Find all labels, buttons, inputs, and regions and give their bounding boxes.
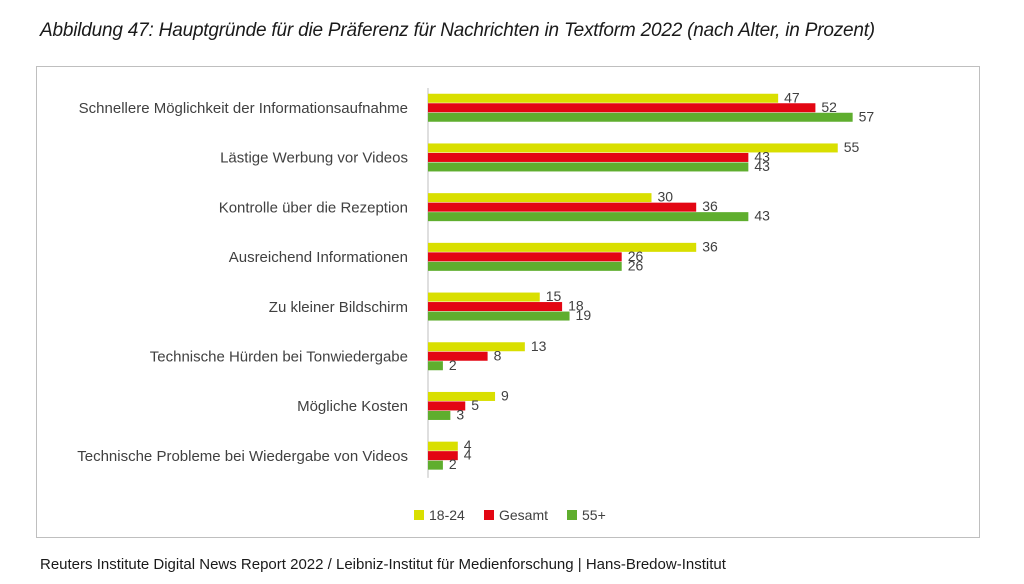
bar-gesamt (428, 401, 466, 411)
data-label: 47 (784, 89, 800, 105)
bar-gesamt (428, 202, 697, 212)
data-label: 15 (546, 288, 562, 304)
bar-gesamt (428, 302, 563, 312)
legend-label: 55+ (582, 507, 606, 523)
data-label: 43 (754, 158, 770, 174)
data-label: 4 (464, 447, 472, 463)
bar-gesamt (428, 103, 816, 113)
data-label: 43 (754, 208, 770, 224)
bar-55- (428, 361, 443, 371)
category-label: Technische Hürden bei Tonwiedergabe (150, 349, 408, 366)
data-label: 4 (464, 437, 472, 453)
bar-55- (428, 112, 853, 122)
bar-55- (428, 162, 749, 172)
category-label: Schnellere Möglichkeit der Informationsa… (79, 100, 408, 117)
data-label: 26 (628, 257, 644, 273)
data-label: 18 (568, 298, 584, 314)
bar-18-24 (428, 441, 458, 451)
data-label: 5 (471, 397, 479, 413)
data-label: 36 (702, 238, 718, 254)
category-label: Zu kleiner Bildschirm (269, 299, 408, 316)
legend-swatch-55- (567, 510, 577, 520)
data-label: 2 (449, 456, 457, 472)
bar-55- (428, 460, 443, 470)
category-label: Ausreichend Informationen (229, 249, 408, 266)
data-label: 19 (576, 307, 592, 323)
chart-title: Abbildung 47: Hauptgründe für die Präfer… (40, 20, 875, 41)
bar-gesamt (428, 351, 488, 361)
bar-gesamt (428, 451, 458, 461)
bar-18-24 (428, 391, 496, 401)
legend-label: Gesamt (499, 507, 548, 523)
data-label: 36 (702, 198, 718, 214)
category-label: Lästige Werbung vor Videos (220, 150, 408, 167)
bar-18-24 (428, 93, 779, 103)
category-label: Mögliche Kosten (297, 398, 408, 415)
data-label: 57 (859, 108, 875, 124)
chart-frame (36, 66, 980, 538)
bar-gesamt (428, 152, 749, 162)
source-note: Reuters Institute Digital News Report 20… (40, 556, 726, 573)
bar-18-24 (428, 242, 697, 252)
bar-18-24 (428, 193, 652, 203)
bar-18-24 (428, 143, 838, 153)
data-label: 55 (844, 139, 860, 155)
legend-swatch-gesamt (484, 510, 494, 520)
data-label: 2 (449, 357, 457, 373)
data-label: 3 (456, 406, 464, 422)
bar-55- (428, 410, 451, 420)
bar-gesamt (428, 252, 622, 262)
legend-swatch-18-24 (414, 510, 424, 520)
bar-55- (428, 212, 749, 222)
data-label: 30 (658, 189, 674, 205)
data-label: 43 (754, 148, 770, 164)
category-label: Kontrolle über die Rezeption (219, 199, 408, 216)
category-label: Technische Probleme bei Wiedergabe von V… (77, 448, 408, 465)
data-label: 9 (501, 387, 509, 403)
bar-18-24 (428, 292, 540, 302)
bar-18-24 (428, 342, 525, 352)
legend-label: 18-24 (429, 507, 465, 523)
data-label: 26 (628, 248, 644, 264)
bar-55- (428, 311, 570, 321)
data-label: 52 (821, 99, 837, 115)
bar-55- (428, 261, 622, 271)
data-label: 8 (494, 347, 502, 363)
data-label: 13 (531, 338, 547, 354)
